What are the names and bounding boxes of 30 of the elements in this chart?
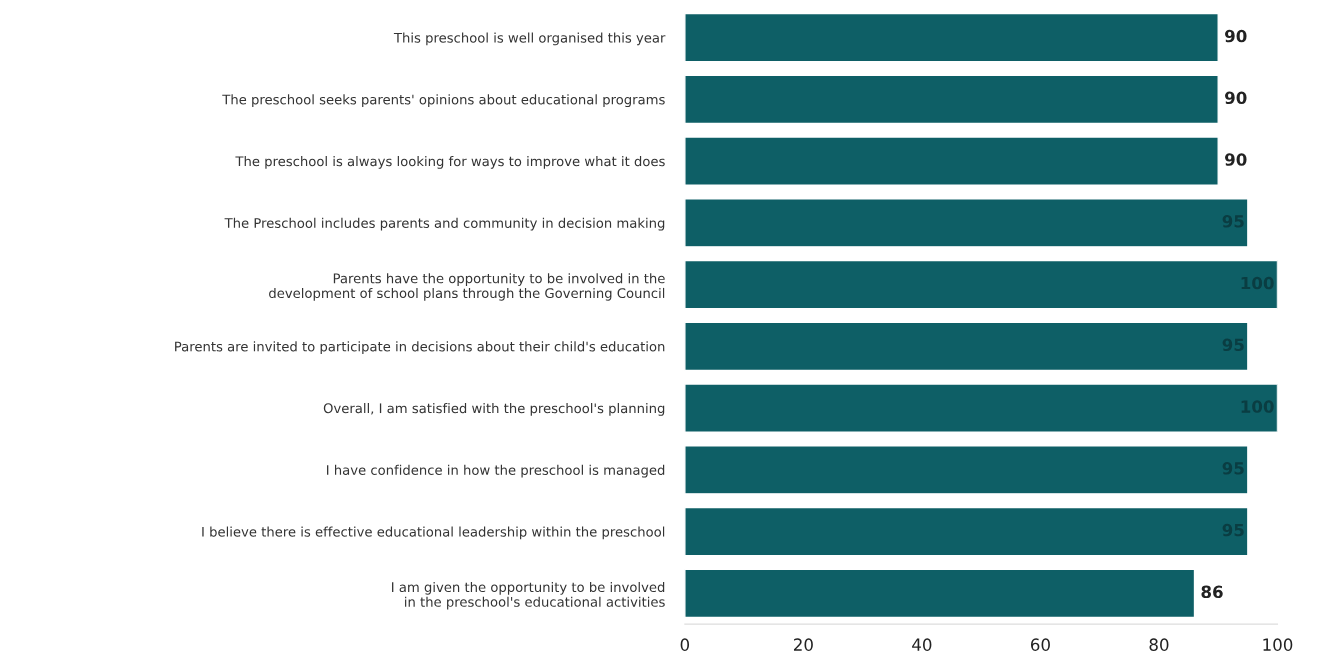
x-tick-label: 100 <box>1263 638 1293 651</box>
bar <box>684 321 1249 372</box>
y-tick-label: The preschool seeks parents' opinions about educational programs <box>222 94 665 108</box>
bar <box>684 445 1249 495</box>
y-tick-label: I am given the opportunity to be involved in the preschool's educational activities <box>392 581 665 610</box>
y-tick-label: The Preschool includes parents and community in decision making <box>224 217 665 231</box>
x-tick-label: 80 <box>1149 638 1169 651</box>
y-tick-label: I have confidence in how the preschool is managed <box>327 464 665 478</box>
x-tick-label: 60 <box>1030 638 1050 651</box>
x-tick-label: 20 <box>793 638 813 651</box>
data-label: 86 <box>1201 585 1223 599</box>
y-tick-label: The preschool is always looking for ways to improve what it does <box>235 156 665 169</box>
bar <box>684 383 1278 433</box>
y-tick-label: Parents are invited to participate in decisions about their child's education <box>175 341 665 355</box>
bar <box>684 506 1249 557</box>
data-label: 90 <box>1225 29 1247 43</box>
bar <box>684 136 1219 186</box>
y-tick-label: I believe there is effective educational leadership within the preschool <box>202 526 665 540</box>
bar <box>684 74 1219 125</box>
y-tick-label: Parents have the opportunity to be involved in the development of school plans through the Governing Council <box>269 273 665 301</box>
data-label: 90 <box>1225 153 1247 166</box>
y-tick-label: Overall, I am satisfied with the preschool's planning <box>323 403 665 416</box>
bar <box>684 259 1278 310</box>
data-label: 90 <box>1225 91 1247 105</box>
x-tick-label: 0 <box>680 638 690 651</box>
x-tick-label: 40 <box>912 638 932 651</box>
y-tick-label: This preschool is well organised this year <box>393 32 666 46</box>
bar <box>684 12 1219 63</box>
bar <box>684 197 1249 248</box>
bar <box>684 568 1196 619</box>
